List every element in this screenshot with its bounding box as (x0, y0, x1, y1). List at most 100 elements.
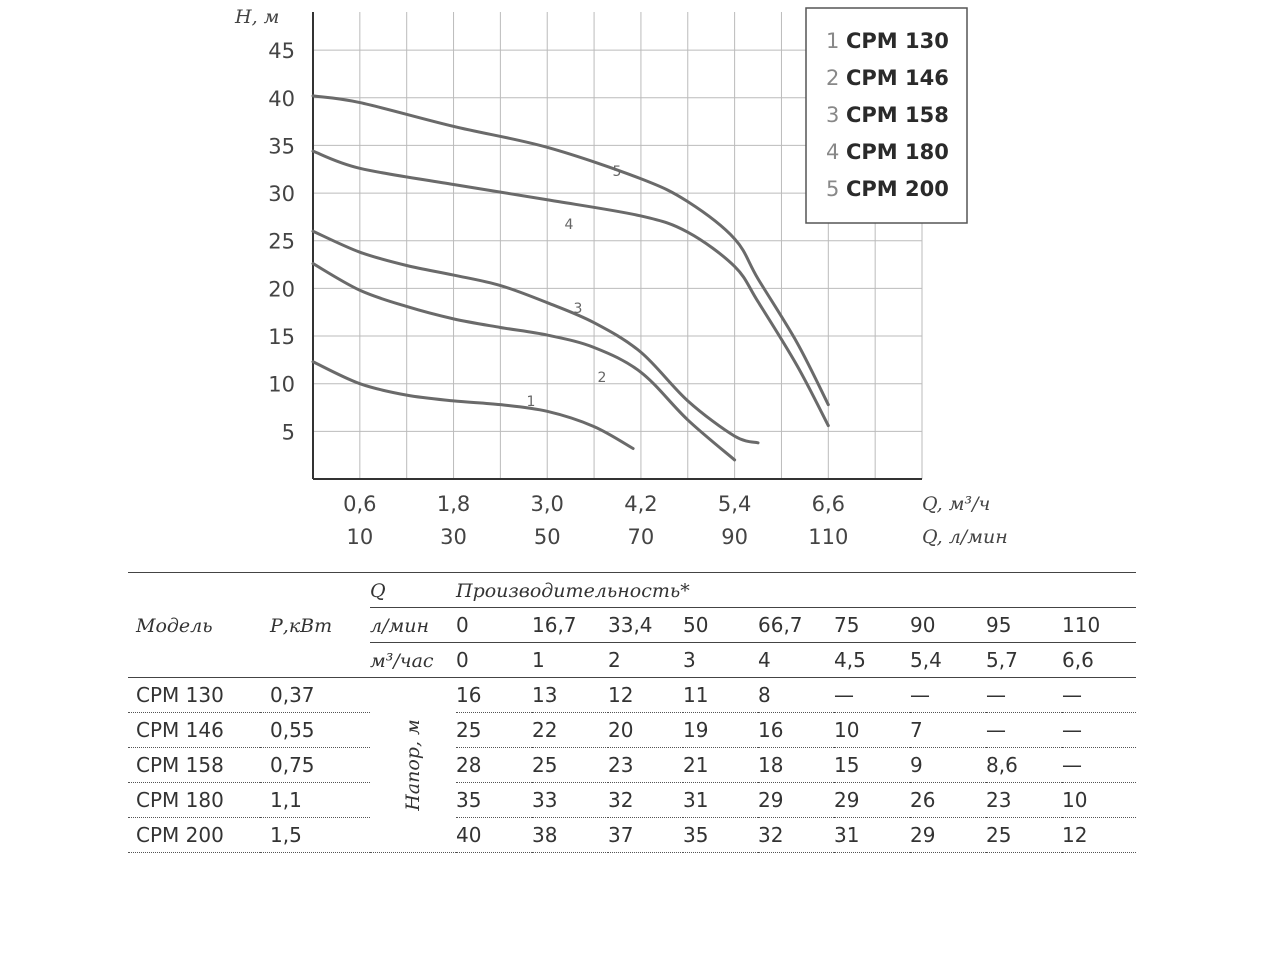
head-value-cell: 16 (758, 712, 834, 748)
head-value-cell: 32 (758, 817, 834, 853)
legend-number: 3 (826, 103, 839, 127)
legend-box (805, 7, 968, 224)
q-label: Q (370, 580, 386, 602)
head-label-cell: Напор, м (370, 677, 456, 853)
head-value-cell: 40 (456, 817, 532, 853)
head-value-cell: 29 (834, 782, 910, 818)
legend-model-name: CPM 130 (846, 29, 949, 53)
y-axis-title: H, м (234, 6, 279, 28)
table-row: CPM 180 1,1 35 33 32 31 29 29 26 23 10 (128, 782, 1136, 818)
head-value-cell: 35 (683, 817, 758, 853)
table-row: CPM 130 0,37 Напор, м 16 13 12 11 8— — — — (128, 677, 1136, 853)
head-value-cell: — (1062, 712, 1136, 748)
head-value-cell: 23 (986, 782, 1062, 818)
x-tick-label-primary: 6,6 (812, 492, 845, 516)
x-tick-label-primary: 3,0 (531, 492, 564, 516)
head-value-cell: 26 (910, 782, 986, 818)
q-title: Производительность* (456, 580, 690, 602)
lmin-value: 16,7 (532, 613, 577, 637)
m3-value: 4 (758, 648, 771, 672)
head-value-cell: 28 (456, 747, 532, 783)
x-tick-label-secondary: 110 (808, 525, 848, 549)
lmin-value: 90 (910, 613, 936, 637)
head-value-cell: 35 (456, 782, 532, 818)
y-tick-label: 45 (268, 39, 295, 63)
head-value-cell: 10 (834, 712, 910, 748)
head-value-cell: 10 (1062, 782, 1136, 818)
head-value-cell: 25 (986, 817, 1062, 853)
chart-axes (312, 12, 922, 480)
head-value-cell: 15 (834, 747, 910, 783)
col-model-header: Модель (136, 615, 213, 637)
col-power-header: Р,кВт (270, 615, 333, 637)
head-value-cell: 31 (683, 782, 758, 818)
head-value-cell: — (910, 677, 986, 713)
model-cell: CPM 180 (128, 782, 260, 818)
lmin-value: 95 (986, 613, 1012, 637)
x-tick-label-secondary: 30 (440, 525, 467, 549)
lmin-value: 50 (683, 613, 709, 637)
head-value-cell: 8 (758, 677, 834, 713)
m3-value: 5,7 (986, 648, 1018, 672)
curve-series-1 (311, 360, 635, 451)
legend-model-name: CPM 200 (846, 177, 949, 201)
curve-label-4: 4 (565, 217, 574, 233)
m3-value: 6,6 (1062, 648, 1094, 672)
table-row: CPM 200 1,5 40 38 37 35 32 31 29 25 12 (128, 817, 1136, 853)
chart-grid (313, 12, 923, 479)
head-value-cell: 20 (608, 712, 683, 748)
x-tick-label-secondary: 90 (721, 525, 748, 549)
head-value-cell: — (1062, 677, 1136, 713)
table-row: CPM 146 0,55 25 22 20 19 16 10 7— — (128, 712, 1136, 748)
head-value-cell: 19 (683, 712, 758, 748)
y-tick-label: 5 (282, 420, 295, 444)
legend-number: 1 (826, 29, 839, 53)
x-tick-label-primary: 0,6 (343, 492, 376, 516)
head-value-cell: — (1062, 747, 1136, 783)
chart-curves (311, 94, 830, 462)
legend-model-name: CPM 180 (846, 140, 949, 164)
x-tick-label-primary: 5,4 (718, 492, 751, 516)
lmin-value: 0 (456, 613, 469, 637)
head-value-cell: — (986, 677, 1062, 713)
head-label: Напор, м (402, 719, 424, 811)
head-value-cell: — (986, 712, 1062, 748)
y-tick-label: 40 (268, 87, 295, 111)
m3-value: 2 (608, 648, 621, 672)
curve-series-2 (311, 262, 737, 462)
power-cell: 0,55 (260, 712, 370, 748)
curve-label-1: 1 (527, 394, 536, 410)
x-tick-label-primary: 1,8 (437, 492, 470, 516)
curve-label-5: 5 (613, 164, 622, 180)
y-tick-label: 15 (268, 325, 295, 349)
curve-label-3: 3 (574, 301, 583, 317)
head-value-cell: 13 (532, 677, 608, 713)
chart-legend: 1 CPM 130 2 CPM 146 3 CPM 158 4 CPM 180 5 CPM 200 (805, 7, 968, 224)
model-cell: CPM 146 (128, 712, 260, 748)
head-value-cell: 8,6 (986, 747, 1062, 783)
y-tick-label: 25 (268, 230, 295, 254)
y-tick-label: 20 (268, 277, 295, 301)
curve-label-2: 2 (598, 370, 607, 386)
table-row: CPM 158 0,75 28 25 23 21 18 15 9 8,6— (128, 747, 1136, 783)
head-value-cell: 25 (532, 747, 608, 783)
power-cell: 1,1 (260, 782, 370, 818)
head-value-cell: 12 (1062, 817, 1136, 853)
y-tick-label: 35 (268, 134, 295, 158)
legend-model-name: CPM 158 (846, 103, 949, 127)
head-value-cell: 29 (910, 817, 986, 853)
curve-series-3 (311, 229, 760, 445)
lmin-value: 110 (1062, 613, 1101, 637)
head-value-cell: 32 (608, 782, 683, 818)
model-cell: CPM 158 (128, 747, 260, 783)
legend-number: 4 (826, 140, 839, 164)
head-value-cell: 23 (608, 747, 683, 783)
head-value-cell: 38 (532, 817, 608, 853)
head-value-cell: 29 (758, 782, 834, 818)
performance-table: Q Производительность* Модель Р,кВт л/мин… (128, 572, 1136, 853)
head-value-cell: 37 (608, 817, 683, 853)
m3-value: 4,5 (834, 648, 866, 672)
head-value-cell: 31 (834, 817, 910, 853)
power-cell: 0,75 (260, 747, 370, 783)
